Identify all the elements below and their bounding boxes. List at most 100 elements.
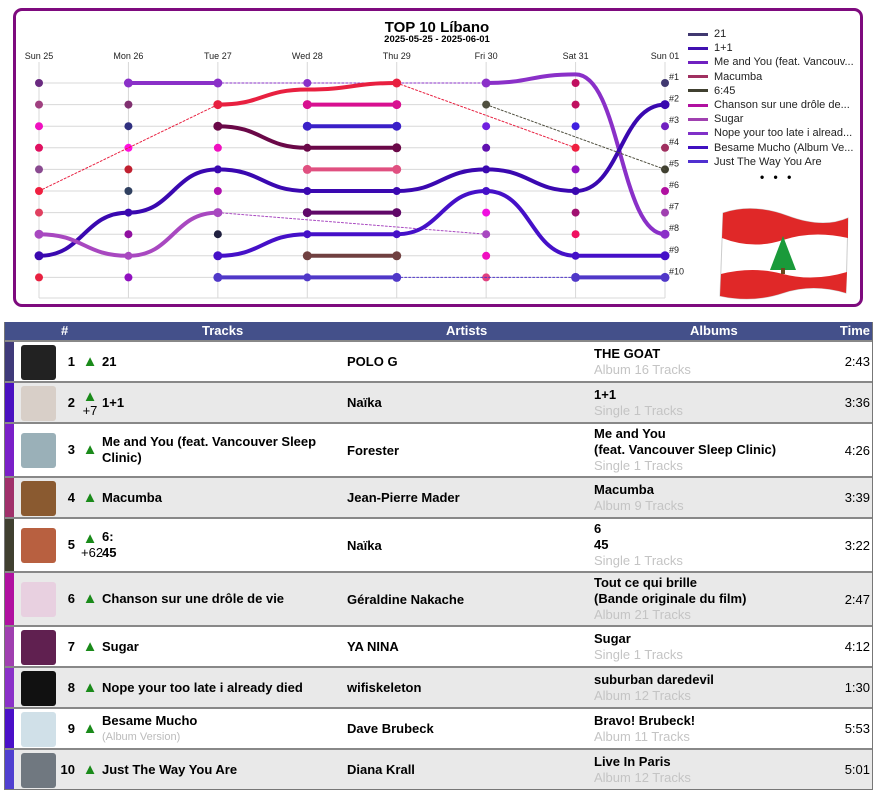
legend-item[interactable]: 21 (688, 27, 854, 41)
legend-item[interactable]: 6:45 (688, 84, 854, 98)
rank-delta: +62 (81, 545, 104, 560)
album-thumbnail[interactable] (21, 752, 56, 788)
album-meta: Album 12 Tracks (594, 769, 691, 785)
series-endpoint (213, 272, 223, 282)
rank-change: ▲ +7 (81, 389, 99, 417)
series-line (484, 72, 668, 237)
album-title[interactable]: Me and You (594, 426, 666, 441)
album-cell: Bravo! Brubeck! Album 11 Tracks (594, 711, 695, 747)
artist-name[interactable]: Dave Brubeck (347, 721, 434, 736)
album-title[interactable]: Sugar (594, 630, 631, 646)
album-title[interactable]: 6 (594, 521, 602, 536)
artist-name[interactable]: Jean-Pierre Mader (347, 490, 460, 505)
album-thumbnail[interactable] (21, 344, 56, 380)
track-title[interactable]: Me and You (feat. Vancouver Sleep Clinic… (102, 434, 317, 465)
rank-change: ▲ (81, 639, 99, 654)
table-header: # Tracks Artists Albums Time (5, 322, 872, 340)
artist-name[interactable]: Forester (347, 442, 400, 458)
table-row[interactable]: 5 ▲ +62 6: 45 Naïka 6 45 Single 1 Tracks … (5, 517, 872, 571)
album-title[interactable]: Bravo! Brubeck! (594, 712, 696, 728)
album-thumbnail[interactable] (21, 433, 56, 468)
rank-dot (482, 143, 491, 152)
table-row[interactable]: 2 ▲ +7 1+1 Naïka 1+1 Single 1 Tracks 3:3… (5, 381, 872, 422)
track-title[interactable]: 6: 45 (102, 529, 117, 560)
album-title[interactable]: Live In Paris (594, 753, 671, 769)
x-tick-label: Sun 01 (651, 51, 680, 61)
album-thumbnail[interactable] (21, 480, 56, 516)
series-endpoint (392, 164, 402, 174)
rank-dot (571, 208, 580, 217)
track-time: 3:36 (844, 395, 870, 410)
trend-up-icon: ▲ (82, 678, 98, 696)
track-title[interactable]: Sugar (102, 638, 139, 654)
chart-title: TOP 10 Líbano (385, 19, 489, 36)
artist-name[interactable]: Naïka (347, 537, 382, 553)
track-title[interactable]: Nope your too late i already died (102, 679, 303, 695)
rank-dot (35, 122, 43, 131)
legend-label: Sugar (714, 113, 744, 126)
album-title[interactable]: (feat. Vancouver Sleep Clinic) (594, 442, 777, 457)
album-title[interactable]: 45 (594, 537, 609, 552)
legend-label: 1+1 (714, 42, 733, 55)
legend-label: Besame Mucho (Album Ve... (714, 141, 854, 154)
table-row[interactable]: 3 ▲ Me and You (feat. Vancouver Sleep Cl… (5, 422, 872, 476)
table-row[interactable]: 7 ▲ Sugar YA NINA Sugar Single 1 Tracks … (5, 625, 872, 666)
album-title[interactable]: THE GOAT (594, 345, 661, 361)
artist-name[interactable]: Diana Krall (347, 762, 415, 777)
header-albums[interactable]: Albums (690, 323, 738, 338)
table-row[interactable]: 10 ▲ Just The Way You Are Diana Krall Li… (5, 748, 872, 789)
track-title[interactable]: Just The Way You Are (102, 761, 238, 777)
track-cell: Just The Way You Are (102, 762, 342, 778)
track-title[interactable]: Besame Mucho (102, 712, 198, 728)
rank-dot (571, 230, 580, 239)
legend-item[interactable]: Nope your too late i alread... (688, 126, 854, 140)
table-row[interactable]: 1 ▲ 21 POLO G THE GOAT Album 16 Tracks 2… (5, 340, 872, 381)
x-tick-label: Sat 31 (563, 51, 589, 61)
album-title[interactable]: (Bande originale du film) (594, 591, 747, 606)
rank-number: 9 (67, 720, 75, 736)
legend-item[interactable]: Macumba (688, 70, 854, 84)
legend-item[interactable]: Besame Mucho (Album Ve... (688, 141, 854, 155)
track-title[interactable]: 21 (102, 353, 117, 369)
rank-dot (661, 187, 670, 195)
legend-item[interactable]: Sugar (688, 112, 854, 126)
album-title[interactable]: suburban daredevil (594, 671, 714, 687)
table-row[interactable]: 9 ▲ Besame Mucho (Album Version) Dave Br… (5, 707, 872, 748)
album-thumbnail[interactable] (21, 711, 56, 747)
legend-label: 6:45 (714, 84, 736, 97)
album-thumbnail[interactable] (21, 528, 56, 563)
track-title[interactable]: 1+1 (102, 394, 125, 410)
artist-name[interactable]: YA NINA (347, 639, 399, 654)
legend-item[interactable]: Me and You (feat. Vancouv... (688, 55, 854, 69)
artist-name[interactable]: POLO G (347, 354, 398, 369)
header-artists[interactable]: Artists (446, 323, 488, 338)
table-row[interactable]: 4 ▲ Macumba Jean-Pierre Mader Macumba Al… (5, 476, 872, 517)
row-color-stripe (5, 383, 14, 422)
album-thumbnail[interactable] (21, 582, 56, 617)
table-row[interactable]: 6 ▲ Chanson sur une drôle de vie Géraldi… (5, 571, 872, 625)
track-title[interactable]: Macumba (102, 489, 162, 505)
album-thumbnail[interactable] (21, 670, 56, 706)
artist-name[interactable]: Géraldine Nakache (347, 591, 465, 607)
album-title[interactable]: Macumba (594, 481, 654, 497)
legend-item[interactable]: 1+1 (688, 41, 854, 55)
album-meta: Album 9 Tracks (594, 497, 684, 513)
series-endpoint (660, 251, 670, 261)
legend-more[interactable]: • • • (760, 170, 795, 184)
legend-item[interactable]: Chanson sur une drôle de... (688, 98, 854, 112)
artist-name[interactable]: wifiskeleton (347, 680, 422, 695)
header-time[interactable]: Time (839, 323, 870, 338)
artist-name[interactable]: Naïka (347, 395, 382, 410)
album-thumbnail[interactable] (21, 629, 56, 665)
album-title[interactable]: 1+1 (594, 386, 617, 402)
rank-dot (35, 273, 43, 282)
track-title[interactable]: Chanson sur une drôle de vie (102, 591, 285, 606)
legend-item[interactable]: Just The Way You Are (688, 155, 854, 169)
legend-swatch (688, 146, 708, 150)
header-tracks[interactable]: Tracks (202, 323, 244, 338)
album-thumbnail[interactable] (21, 385, 56, 421)
legend-swatch (688, 131, 708, 135)
table-row[interactable]: 8 ▲ Nope your too late i already died wi… (5, 666, 872, 707)
album-cell: Macumba Album 9 Tracks (594, 480, 684, 516)
album-title[interactable]: Tout ce qui brille (594, 575, 698, 590)
